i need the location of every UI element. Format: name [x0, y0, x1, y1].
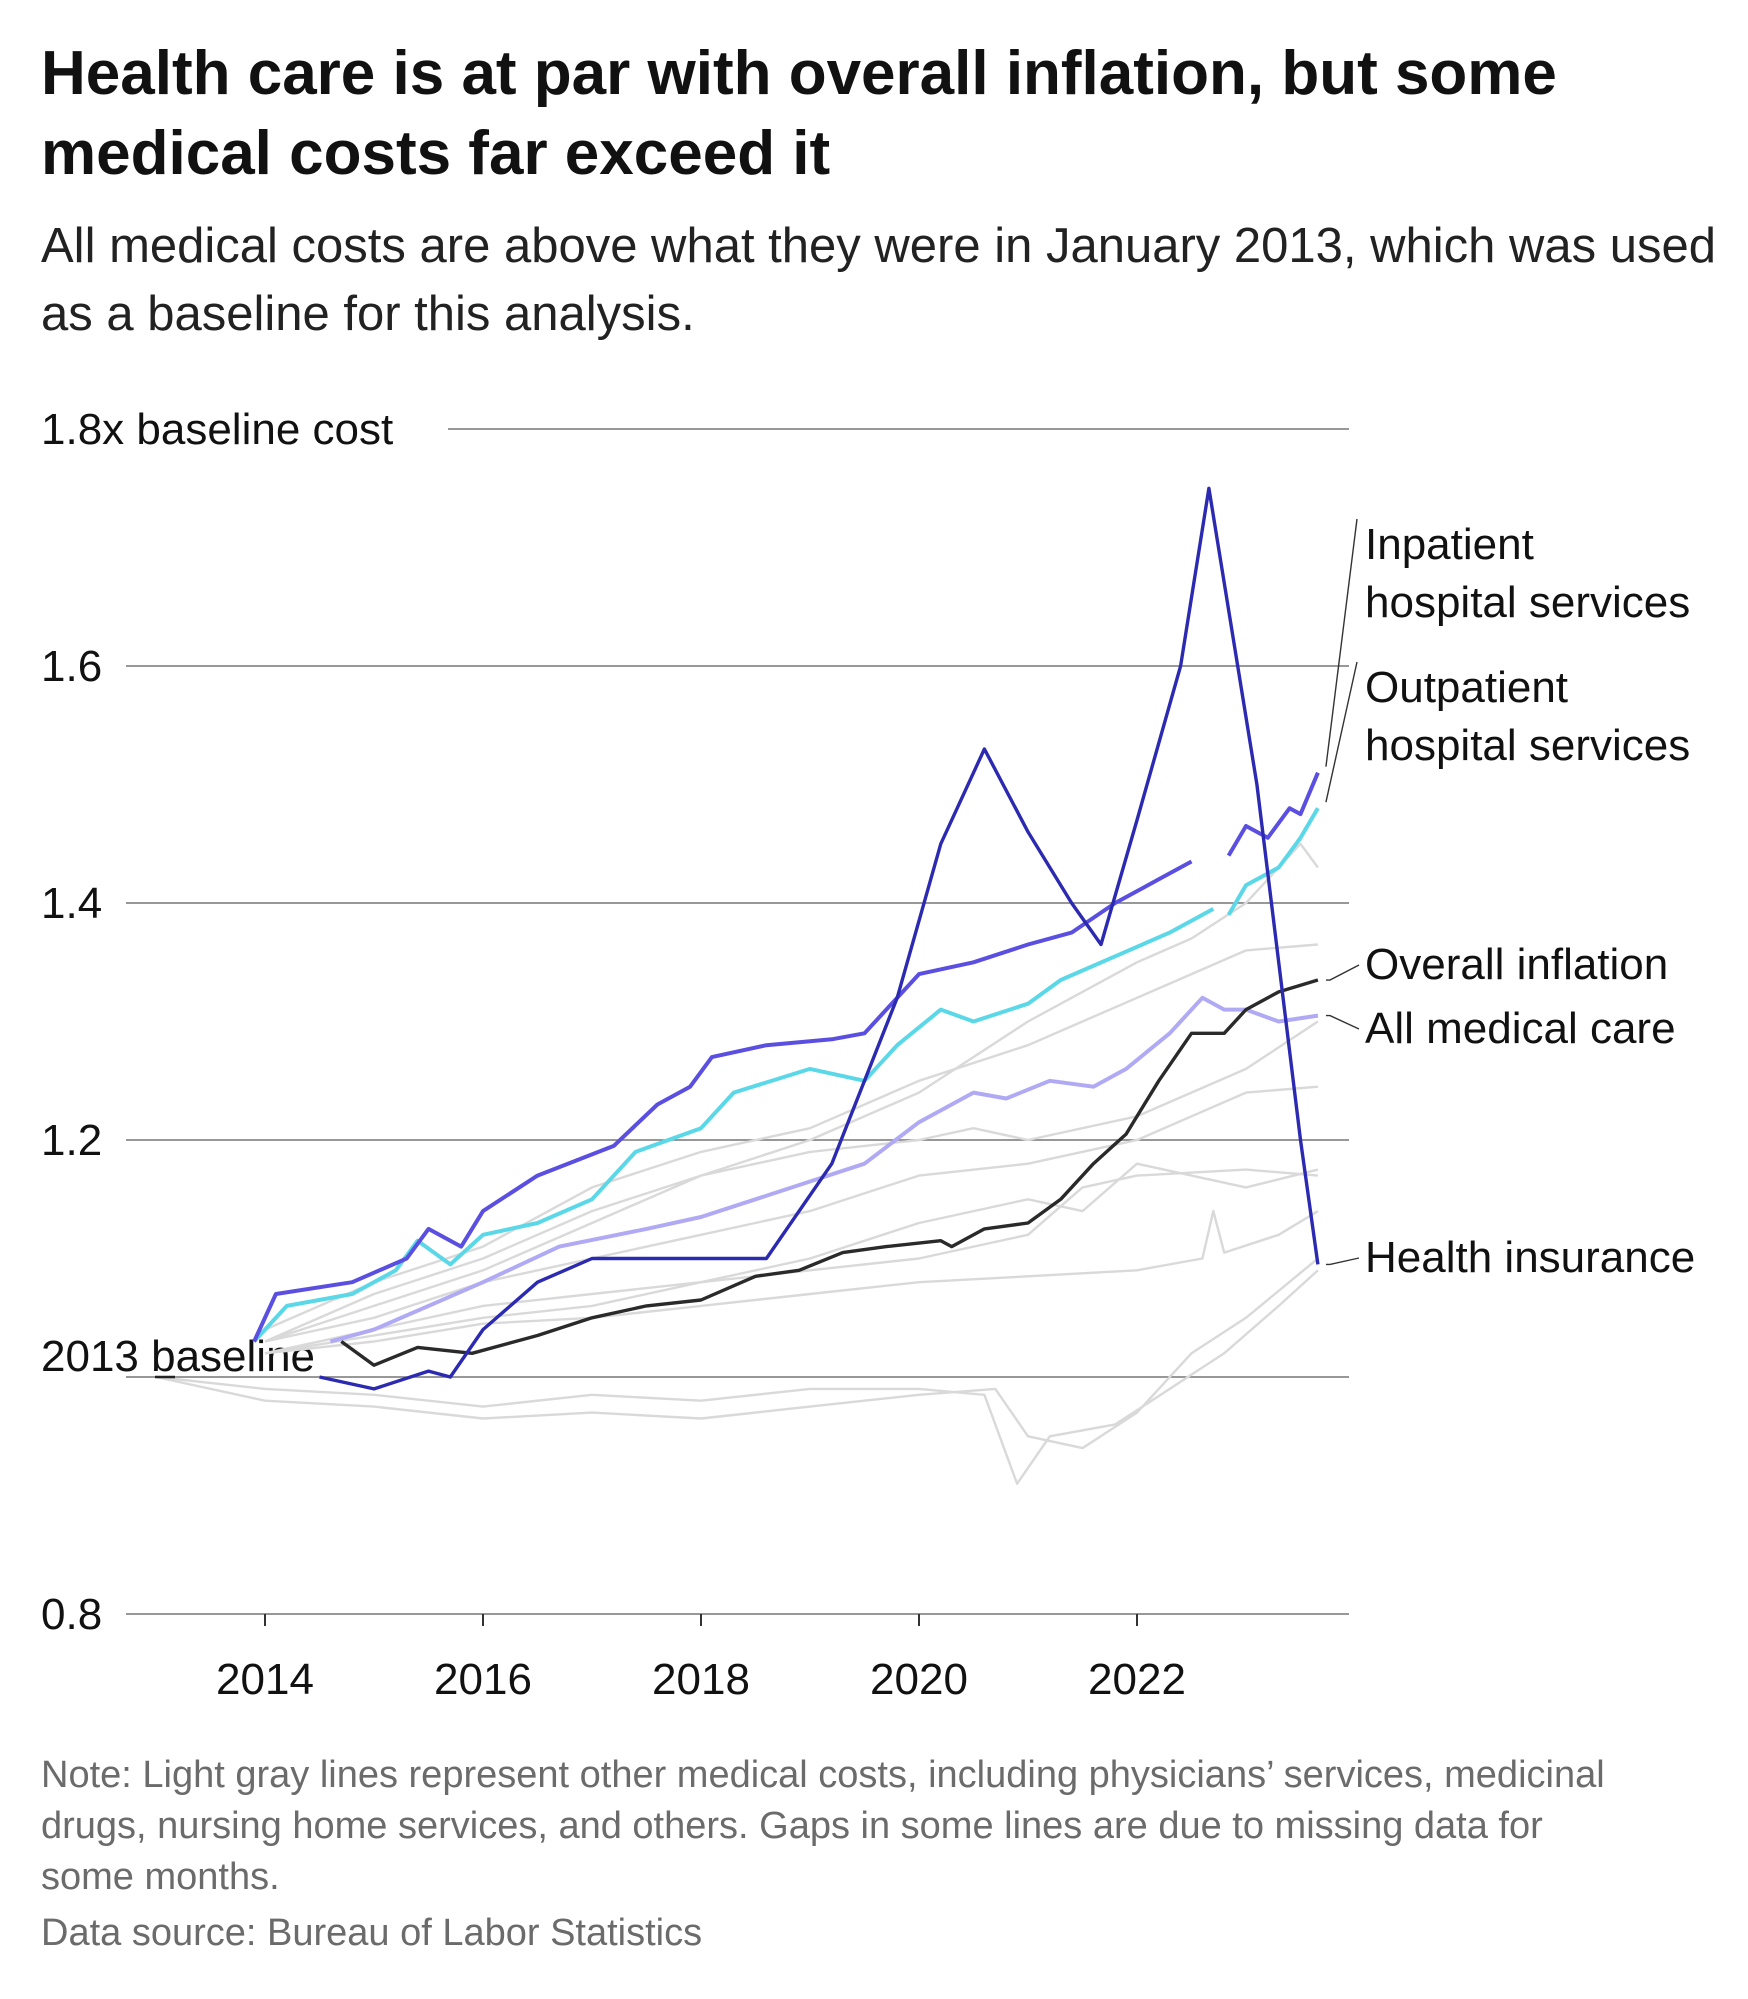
other-medical-cost-line — [264, 842, 1319, 1343]
series-line-all-medical-care — [329, 995, 1319, 1344]
other-medical-cost-line — [155, 1257, 1319, 1450]
series-line-outpatient-hospital-services — [252, 907, 1215, 1343]
label-leader-line — [1325, 964, 1360, 981]
y-tick-label: 1.2 — [41, 1116, 102, 1165]
other-medical-cost-line — [264, 1209, 1319, 1355]
y-tick-label: 1.8x baseline cost — [41, 405, 393, 454]
series-line-health-insurance — [319, 486, 1320, 1391]
y-tick-label: 0.8 — [41, 1590, 102, 1639]
series-label: Outpatient — [1365, 663, 1568, 712]
label-leader-line — [1325, 661, 1358, 803]
x-tick-label: 2016 — [434, 1655, 532, 1704]
chart-title: Health care is at par with overall infla… — [41, 39, 1557, 188]
series-label: Inpatient — [1365, 520, 1534, 569]
label-leader-line — [1325, 1257, 1360, 1266]
x-tick-label: 2018 — [652, 1655, 750, 1704]
label-leader-line — [1325, 1014, 1360, 1030]
series-line-overall-inflation — [340, 978, 1319, 1367]
other-medical-cost-line — [264, 1168, 1318, 1355]
series-line-inpatient-hospital-services — [252, 859, 1193, 1343]
x-tick-label: 2020 — [870, 1655, 968, 1704]
other-medical-cost-line — [264, 1162, 1319, 1355]
x-tick-label: 2014 — [216, 1655, 314, 1704]
series-label: All medical care — [1365, 1004, 1676, 1053]
y-tick-label: 1.4 — [41, 879, 102, 928]
series-label: Overall inflation — [1365, 940, 1668, 989]
other-medical-cost-line — [264, 1020, 1319, 1343]
other-medical-cost-line — [155, 1269, 1319, 1485]
data-source: Data source: Bureau of Labor Statistics — [41, 1912, 703, 1954]
series-line-outpatient-hospital-services — [1226, 807, 1320, 916]
chart-subtitle: All medical costs are above what they we… — [41, 219, 1717, 341]
label-leader-line — [1325, 518, 1358, 767]
series-line-inpatient-hospital-services — [1226, 771, 1320, 857]
series-label: Health insurance — [1365, 1233, 1695, 1282]
y-tick-label: 1.6 — [41, 642, 102, 691]
chart-note: Note: Light gray lines represent other m… — [41, 1754, 1605, 1898]
other-medical-cost-line — [264, 1085, 1318, 1343]
series-label: hospital services — [1365, 721, 1690, 770]
series-label: hospital services — [1365, 578, 1690, 627]
x-tick-label: 2022 — [1088, 1655, 1186, 1704]
